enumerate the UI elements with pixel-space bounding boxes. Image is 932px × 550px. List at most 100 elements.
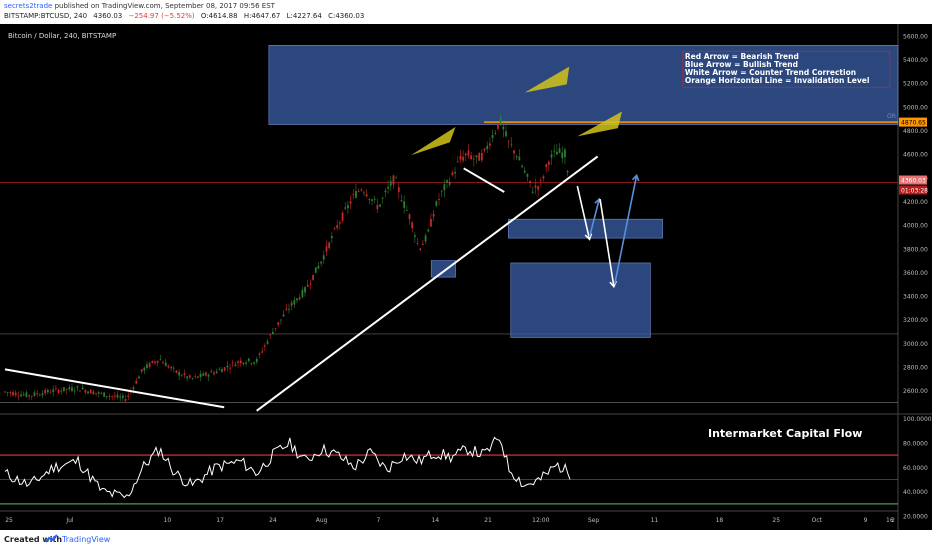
candle-body <box>170 366 172 369</box>
candle-body <box>523 170 526 173</box>
candle-body <box>301 289 304 298</box>
candle-body <box>255 358 258 362</box>
price-chart[interactable]: Bitcoin / Dollar, 240, BITSTAMP Intermar… <box>0 24 932 530</box>
candle-body <box>558 148 561 153</box>
candle-body <box>285 308 288 310</box>
x-tick-label: Aug <box>316 517 328 524</box>
x-tick-label: 18 <box>716 517 724 524</box>
white-arrow-icon <box>599 198 615 287</box>
close-value: C:4360.03 <box>328 12 365 20</box>
candle-body <box>392 175 395 185</box>
price-axis-panel <box>898 24 932 530</box>
tradingview-logo-icon <box>45 534 58 543</box>
candle-body <box>347 204 349 209</box>
candle-body <box>547 161 550 165</box>
x-tick-label: 21 <box>484 517 492 524</box>
x-tick-label: 10 <box>164 517 172 524</box>
candle-body <box>408 214 411 220</box>
countdown-tag <box>899 185 927 195</box>
candle-body <box>430 218 432 227</box>
candle-body <box>9 392 12 394</box>
candle-body <box>328 242 331 249</box>
white-arrow-icon-head <box>584 233 593 241</box>
y-tick-label: 3800.00 <box>903 246 928 253</box>
candle-body <box>333 228 336 230</box>
counter-trend-line <box>463 167 505 193</box>
candle-body <box>191 378 194 380</box>
candle-body <box>371 199 373 201</box>
y-tick-label: 3600.00 <box>903 270 928 277</box>
candle-body <box>186 376 189 379</box>
y-tick-label: 3400.00 <box>903 294 928 301</box>
candle-body <box>499 117 502 125</box>
candle-body <box>46 389 49 393</box>
candle-body <box>162 362 164 364</box>
candle-body <box>95 392 97 394</box>
candle-body <box>159 359 162 361</box>
indicator-tick-label: 80.0000 <box>903 440 928 447</box>
candle-body <box>116 394 119 398</box>
plot-layer: 5600.00 5400.00 5200.00 5000.00 4800.00 4600.… <box>0 33 932 524</box>
candle-body <box>491 135 494 139</box>
candle-body <box>435 201 438 206</box>
candle-body <box>172 367 175 369</box>
candle-body <box>298 297 301 300</box>
candle-body <box>502 126 505 130</box>
legend-entry: Orange Horizontal Line = Invalidation Le… <box>685 76 870 85</box>
candle-body <box>41 393 44 396</box>
candle-body <box>33 392 36 396</box>
y-tick-label: 2600.00 <box>903 388 928 395</box>
candle-body <box>188 375 191 378</box>
candle-body <box>553 150 556 152</box>
candle-body <box>515 156 518 158</box>
candle-body <box>221 369 223 373</box>
candle-body <box>400 200 403 202</box>
candle-body <box>266 341 269 344</box>
candle-body <box>363 192 365 194</box>
candle-body <box>446 180 448 183</box>
candle-body <box>355 191 357 198</box>
candle-body <box>28 395 31 397</box>
candle-body <box>100 392 103 394</box>
candle-body <box>111 395 114 397</box>
candle-body <box>167 365 170 368</box>
current-price-label: 4360.03 <box>901 178 926 185</box>
publish-line: secrets2trade published on TradingView.c… <box>4 2 275 10</box>
x-tick-label: 9 <box>864 517 868 524</box>
candle-body <box>320 261 323 264</box>
candle-body <box>25 392 28 397</box>
candle-body <box>17 395 20 397</box>
legend-entry: Blue Arrow = Bullish Trend <box>685 60 798 69</box>
candle-body <box>215 371 218 374</box>
x-tick-label: 25 <box>5 517 13 524</box>
x-tick-label: 24 <box>269 517 277 524</box>
y-tick-label: 3200.00 <box>903 317 928 324</box>
chart-area[interactable]: Bitcoin / Dollar, 240, BITSTAMP Intermar… <box>0 24 932 530</box>
candle-body <box>322 255 325 260</box>
candle-body <box>113 395 116 397</box>
candle-body <box>483 148 486 151</box>
candle-body <box>341 212 344 221</box>
candle-body <box>280 319 282 321</box>
candle-body <box>253 362 256 364</box>
open-value: O:4614.88 <box>200 12 238 20</box>
candle-body <box>14 392 17 396</box>
candle-body <box>199 373 202 378</box>
candle-body <box>464 153 467 156</box>
x-tick-label: 11 <box>651 517 659 524</box>
candle-body <box>486 145 489 150</box>
candle-body <box>497 124 499 129</box>
legend-box <box>682 50 891 88</box>
candle-body <box>274 328 277 330</box>
tradingview-brand[interactable]: TradingView <box>62 535 111 544</box>
supply-demand-zone <box>430 260 456 278</box>
candle-body <box>440 190 443 192</box>
candle-body <box>290 302 293 306</box>
candle-body <box>138 376 140 379</box>
candle-body <box>119 396 122 398</box>
candle-body <box>438 199 440 200</box>
candle-body <box>180 375 183 377</box>
candle-body <box>564 149 566 158</box>
author-link[interactable]: secrets2trade <box>4 2 53 10</box>
candle-body <box>108 395 111 397</box>
